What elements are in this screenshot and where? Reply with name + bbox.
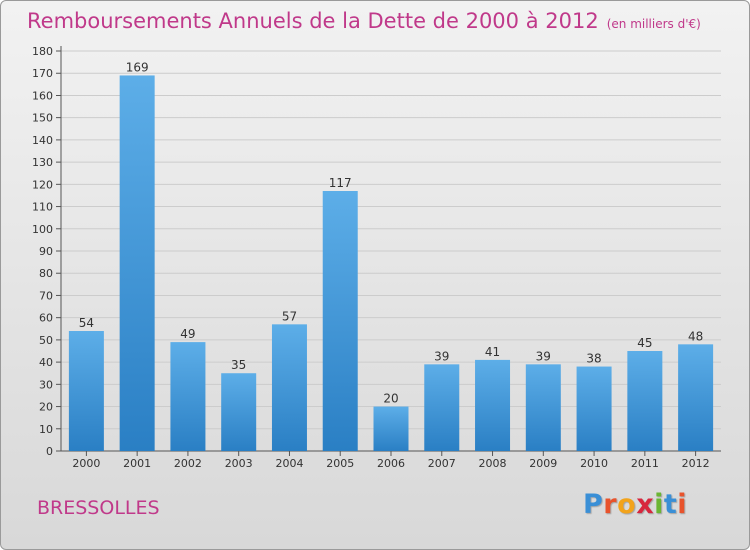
y-tick-label: 180: [32, 45, 53, 58]
data-label: 54: [79, 316, 94, 330]
logo-letter: i: [677, 489, 688, 520]
x-tick-label: 2010: [580, 457, 608, 470]
y-tick-label: 160: [32, 89, 53, 102]
logo-letter: r: [603, 489, 618, 520]
logo-letter: x: [636, 489, 655, 520]
data-label: 35: [231, 358, 246, 372]
chart-subtitle: (en milliers d'€): [606, 17, 701, 31]
y-tick-label: 140: [32, 134, 53, 147]
commune-name: BRESSOLLES: [37, 497, 160, 519]
x-tick-label: 2009: [529, 457, 557, 470]
logo-letter: t: [663, 489, 678, 520]
data-label: 45: [637, 336, 652, 350]
y-tick-label: 80: [39, 267, 53, 280]
bar: [424, 364, 460, 451]
y-tick-label: 70: [39, 289, 53, 302]
x-tick-label: 2000: [72, 457, 100, 470]
bar: [68, 331, 104, 451]
y-tick-label: 150: [32, 112, 53, 125]
bar: [475, 359, 511, 451]
x-tick-label: 2001: [123, 457, 151, 470]
bar: [119, 75, 155, 451]
bar: [525, 364, 561, 451]
x-tick-label: 2002: [174, 457, 202, 470]
x-tick-label: 2005: [326, 457, 354, 470]
y-tick-label: 130: [32, 156, 53, 169]
x-tick-label: 2003: [225, 457, 253, 470]
data-label: 117: [329, 176, 352, 190]
bar: [627, 351, 663, 451]
y-tick-label: 0: [46, 445, 53, 458]
data-label: 49: [180, 327, 195, 341]
data-label: 39: [434, 349, 449, 363]
y-tick-label: 10: [39, 423, 53, 436]
data-label: 41: [485, 345, 500, 359]
proxiti-logo: Proxiti: [583, 489, 687, 520]
logo-letter: i: [654, 489, 664, 520]
x-tick-label: 2004: [275, 457, 303, 470]
x-tick-label: 2006: [377, 457, 405, 470]
y-tick-label: 20: [39, 401, 53, 414]
y-tick-label: 50: [39, 334, 53, 347]
y-tick-label: 60: [39, 312, 53, 325]
data-label: 57: [282, 309, 297, 323]
y-tick-label: 40: [39, 356, 53, 369]
data-label: 169: [126, 60, 149, 74]
bar: [678, 344, 714, 451]
chart-title-text: Remboursements Annuels de la Dette de 20…: [27, 9, 599, 33]
x-tick-label: 2012: [682, 457, 710, 470]
data-label: 38: [586, 352, 601, 366]
logo-letter: P: [583, 489, 604, 520]
chart-title: Remboursements Annuels de la Dette de 20…: [27, 9, 701, 33]
data-label: 20: [383, 392, 398, 406]
y-tick-label: 170: [32, 67, 53, 80]
bar: [271, 324, 307, 451]
bar: [170, 342, 206, 451]
bar: [322, 191, 358, 451]
y-tick-label: 100: [32, 223, 53, 236]
y-tick-label: 110: [32, 201, 53, 214]
bar: [373, 406, 409, 451]
bar: [576, 366, 612, 451]
bar: [221, 373, 257, 451]
data-label: 48: [688, 329, 703, 343]
x-tick-label: 2011: [631, 457, 659, 470]
data-label: 39: [536, 349, 551, 363]
x-tick-label: 2008: [479, 457, 507, 470]
y-tick-label: 30: [39, 378, 53, 391]
y-tick-label: 120: [32, 178, 53, 191]
logo-letter: o: [617, 489, 637, 520]
x-tick-label: 2007: [428, 457, 456, 470]
y-tick-label: 90: [39, 245, 53, 258]
